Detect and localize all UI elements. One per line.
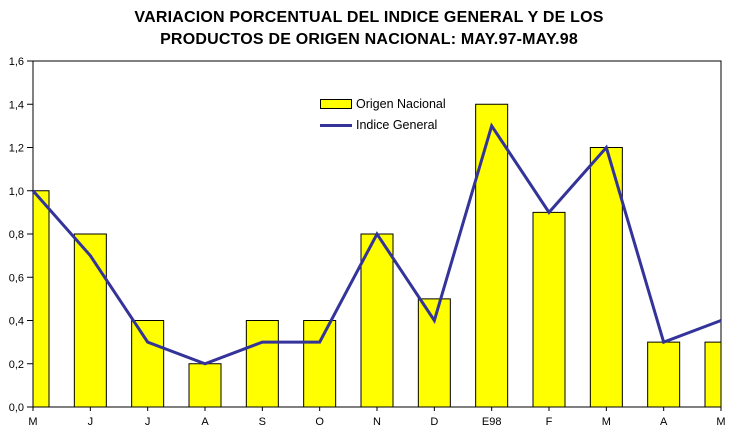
y-tick-label: 1,0	[9, 186, 24, 198]
x-tick-label: M	[28, 416, 37, 428]
bar-M	[32, 190, 50, 408]
legend-item-origen-nacional: Origen Nacional	[320, 97, 446, 111]
y-tick-label: 1,2	[9, 143, 24, 155]
x-tick-label: A	[201, 416, 209, 428]
bar-A	[647, 341, 681, 408]
y-tick-label: 0,2	[9, 359, 24, 371]
indice-general-line	[31, 122, 722, 366]
bar-F	[532, 211, 566, 408]
bar-A	[188, 363, 222, 408]
legend-line-swatch	[320, 123, 352, 127]
bar-N	[360, 233, 394, 408]
x-tick-label: N	[373, 416, 381, 428]
x-tick-label: E98	[482, 416, 502, 428]
x-tick-label: J	[145, 416, 151, 428]
y-tick-label: 0,6	[9, 272, 24, 284]
bar-S	[245, 320, 279, 408]
x-tick-label: F	[546, 416, 553, 428]
x-tick-label: M	[716, 416, 725, 428]
x-tick-label: M	[602, 416, 611, 428]
x-tick-label: J	[88, 416, 94, 428]
chart-title: VARIACION PORCENTUAL DEL INDICE GENERAL …	[0, 7, 738, 51]
y-tick-label: 0,4	[9, 316, 24, 328]
bar-J	[131, 320, 165, 408]
x-tick-label: A	[660, 416, 668, 428]
chart-title-line2: PRODUCTOS DE ORIGEN NACIONAL: MAY.97-MAY…	[160, 31, 578, 48]
legend-bar-swatch	[320, 99, 352, 109]
y-tick-label: 1,6	[9, 56, 24, 68]
bar-J	[73, 233, 107, 408]
y-tick-label: 0,8	[9, 229, 24, 241]
chart-title-line1: VARIACION PORCENTUAL DEL INDICE GENERAL …	[134, 9, 604, 26]
bar-E98	[475, 103, 509, 408]
x-tick-label: O	[315, 416, 324, 428]
legend: Origen Nacional Indice General	[320, 97, 446, 132]
x-tick-label: D	[430, 416, 438, 428]
y-tick-label: 1,4	[9, 99, 24, 111]
y-tick-label: 0,0	[9, 402, 24, 414]
legend-label-indice-general: Indice General	[356, 118, 438, 132]
bar-D	[417, 298, 451, 408]
x-tick-label: S	[259, 416, 266, 428]
bar-O	[303, 320, 337, 408]
bar-M	[589, 147, 623, 408]
legend-label-origen-nacional: Origen Nacional	[356, 97, 446, 111]
bar-M	[704, 341, 722, 408]
legend-item-indice-general: Indice General	[320, 118, 446, 132]
